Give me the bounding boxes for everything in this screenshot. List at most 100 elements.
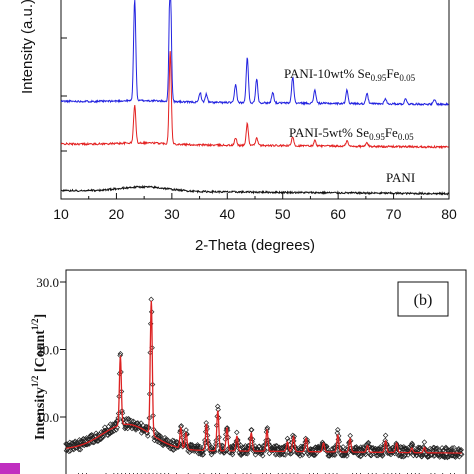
observed-point [445, 453, 451, 460]
observed-point [146, 415, 153, 421]
observed-point [116, 393, 122, 400]
observed-point [117, 350, 124, 357]
observed-point [125, 416, 131, 422]
observed-point [201, 447, 208, 453]
observed-point [376, 446, 383, 452]
observed-point [434, 445, 441, 451]
observed-point [248, 427, 255, 433]
panel-a: 10 20 30 40 50 60 70 80 2-Theta (degrees) Inten… [19, 0, 457, 254]
panel-b-calculated-line [66, 300, 462, 454]
observed-point [223, 431, 229, 438]
observed-point [405, 452, 411, 458]
x-tick-label: 20 [109, 206, 125, 222]
observed-point [292, 444, 298, 450]
observed-point [182, 438, 188, 444]
observed-point [144, 424, 150, 430]
observed-point [299, 452, 306, 458]
panel-a-x-ticks: 10 20 30 40 50 60 70 80 [53, 193, 457, 222]
observed-point [202, 440, 208, 446]
panel-b: 10.0 20.0 30.0 (b) Intensity1/2 [Count1/2] [30, 269, 467, 474]
observed-point [248, 427, 254, 433]
observed-point [149, 381, 156, 388]
observed-point [89, 432, 95, 438]
observed-point [382, 432, 389, 439]
label-pani-5wt: PANI-5wt% Se0.95Fe0.05 [289, 125, 414, 142]
observed-point [70, 446, 77, 453]
observed-point [220, 443, 226, 449]
observed-point [334, 441, 340, 448]
panel-a-ylabel: Intensity (a.u.) [19, 0, 36, 94]
observed-point [216, 434, 222, 440]
observed-point [197, 443, 203, 450]
x-tick-label: 70 [386, 206, 402, 222]
y-tick-label: 30.0 [36, 275, 59, 290]
observed-point [213, 437, 219, 444]
observed-point [104, 432, 111, 438]
observed-point [288, 450, 295, 457]
observed-point [148, 296, 154, 303]
panel-a-xlabel: 2-Theta (degrees) [195, 237, 315, 254]
observed-point [75, 443, 82, 449]
observed-point [115, 415, 121, 421]
series-line [60, 0, 449, 107]
observed-point [178, 423, 185, 429]
observed-point [209, 444, 215, 451]
observed-point [118, 388, 125, 395]
observed-point [275, 446, 281, 452]
observed-point [409, 441, 416, 448]
observed-point [107, 430, 113, 437]
observed-point [146, 391, 153, 397]
observed-point [244, 450, 251, 457]
observed-point [95, 437, 102, 444]
y-tick-label: 20.0 [36, 343, 59, 358]
x-tick-label: 60 [330, 206, 346, 222]
observed-point [200, 451, 207, 458]
observed-point [162, 434, 168, 441]
observed-point [262, 441, 269, 447]
observed-point [111, 428, 117, 434]
observed-point [380, 452, 386, 458]
observed-point [259, 452, 266, 459]
observed-point [149, 344, 155, 351]
observed-point [252, 443, 258, 449]
observed-point [458, 447, 464, 453]
observed-point [332, 452, 338, 458]
observed-point [365, 439, 372, 446]
series-line [60, 184, 450, 196]
x-tick-label: 80 [441, 206, 457, 222]
observed-point [215, 406, 221, 413]
observed-point [421, 439, 428, 445]
observed-point [199, 452, 206, 458]
observed-point [179, 434, 186, 441]
observed-point [331, 451, 337, 458]
panel-b-y-ticks: 10.0 20.0 30.0 [36, 275, 66, 425]
observed-point [109, 429, 115, 435]
observed-point [451, 444, 457, 451]
observed-point [297, 453, 303, 459]
label-pani: PANI [386, 170, 415, 185]
observed-point [344, 453, 350, 459]
observed-point [119, 410, 126, 416]
observed-point [340, 444, 346, 450]
observed-point [407, 450, 413, 456]
panel-b-label-box [397, 281, 449, 317]
x-tick-label: 40 [219, 206, 235, 222]
x-tick-label: 10 [53, 206, 69, 222]
observed-point [183, 427, 189, 433]
observed-point [282, 452, 288, 458]
observed-point [312, 452, 318, 458]
observed-point [222, 448, 228, 454]
corner-fragment [0, 463, 20, 474]
observed-point [113, 427, 119, 433]
x-tick-label: 30 [164, 206, 180, 222]
observed-point [380, 447, 387, 454]
observed-point [347, 432, 353, 439]
x-tick-label: 50 [275, 206, 291, 222]
series-line [60, 51, 449, 150]
observed-point [234, 429, 240, 436]
observed-point [335, 426, 341, 433]
observed-point [368, 452, 375, 459]
y-tick-label: 10.0 [36, 410, 59, 425]
observed-point [204, 432, 211, 439]
observed-point [306, 452, 312, 459]
